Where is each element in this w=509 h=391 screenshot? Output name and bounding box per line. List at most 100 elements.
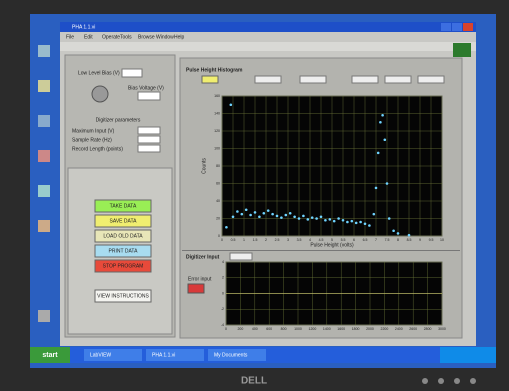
data-point	[392, 229, 395, 232]
x-tick-label: 1200	[309, 327, 317, 331]
data-point	[397, 232, 400, 235]
button-label: VIEW INSTRUCTIONS	[97, 293, 149, 299]
menu-item[interactable]: Edit	[84, 34, 93, 40]
toolbar	[60, 42, 476, 51]
x-tick-label: 6.5	[363, 238, 368, 242]
y-tick-label: 0	[218, 234, 220, 238]
bias-input[interactable]	[122, 69, 142, 77]
param-input[interactable]	[138, 127, 160, 134]
data-point	[254, 211, 257, 214]
maximize-button[interactable]	[452, 23, 462, 31]
data-point	[388, 217, 391, 220]
x-tick-label: 600	[266, 327, 272, 331]
clear-button[interactable]	[202, 76, 218, 83]
data-point	[276, 215, 279, 218]
x-tick-label: 7.5	[385, 238, 390, 242]
data-point	[230, 103, 233, 106]
knob-display[interactable]	[138, 92, 160, 100]
y-tick-label: 160	[214, 94, 220, 98]
brand-logo: DELL	[241, 376, 267, 387]
x-tick-label: 5.5	[341, 238, 346, 242]
menu-item[interactable]: Help	[174, 34, 185, 40]
bias-knob[interactable]	[92, 86, 108, 102]
param-input[interactable]	[138, 145, 160, 152]
x-tick-label: 1	[243, 238, 245, 242]
data-point	[377, 152, 380, 155]
minimize-button[interactable]	[441, 23, 451, 31]
task-label: PHA 1.1.vi	[152, 352, 175, 358]
menu-item[interactable]: Browse	[138, 34, 155, 40]
numeric-field[interactable]	[385, 76, 411, 83]
digitizer-title: Digitizer Input	[186, 254, 220, 260]
data-point	[381, 114, 384, 117]
record-field[interactable]	[230, 253, 252, 260]
y-axis-label: Counts	[201, 158, 207, 174]
data-point	[315, 217, 318, 220]
button-label: SAVE DATA	[110, 218, 138, 224]
numeric-field[interactable]	[255, 76, 281, 83]
close-button[interactable]	[463, 23, 473, 31]
menu-item[interactable]: Window	[156, 34, 174, 40]
x-tick-label: 0.5	[231, 238, 236, 242]
button-label: TAKE DATA	[110, 203, 137, 209]
data-point	[285, 214, 288, 217]
y-tick-label: 40	[216, 199, 220, 203]
numeric-field[interactable]	[300, 76, 326, 83]
data-point	[263, 212, 266, 215]
y-tick-label: -2	[221, 307, 224, 311]
data-point	[373, 213, 376, 216]
data-point	[386, 182, 389, 185]
screenshot: PHA 1.1.vi File Edit OperateTools BrowseWin…	[0, 0, 509, 391]
data-point	[307, 218, 310, 221]
param-label: Sample Rate (Hz)	[72, 137, 112, 143]
data-point	[320, 215, 323, 218]
data-point	[346, 221, 349, 224]
data-point	[359, 221, 362, 224]
data-point	[236, 210, 239, 213]
vi-icon	[453, 43, 471, 57]
window-title: PHA 1.1.vi	[72, 24, 95, 30]
y-tick-label: 4	[222, 260, 224, 264]
title-bar	[60, 22, 476, 32]
x-tick-label: 3.5	[297, 238, 302, 242]
data-point	[249, 214, 252, 217]
data-point	[280, 216, 283, 219]
data-point	[375, 187, 378, 190]
x-tick-label: 8	[397, 238, 399, 242]
numeric-field[interactable]	[352, 76, 378, 83]
data-point	[293, 215, 296, 218]
x-tick-label: 2000	[366, 327, 374, 331]
x-tick-label: 10	[440, 238, 444, 242]
param-input[interactable]	[138, 136, 160, 143]
x-tick-label: 2800	[424, 327, 432, 331]
x-tick-label: 4.5	[319, 238, 324, 242]
x-tick-label: 6	[353, 238, 355, 242]
error-label: Error input	[188, 276, 212, 282]
x-tick-label: 0	[225, 327, 227, 331]
button-label: LOAD OLD DATA	[103, 233, 143, 239]
x-tick-label: 5	[331, 238, 333, 242]
x-tick-label: 800	[281, 327, 287, 331]
x-tick-label: 200	[237, 327, 243, 331]
menu-bar: File Edit OperateTools BrowseWindowHelp	[66, 34, 185, 40]
data-point	[232, 215, 235, 218]
data-point	[408, 234, 411, 237]
x-tick-label: 7	[375, 238, 377, 242]
error-indicator	[188, 284, 204, 293]
data-point	[364, 222, 367, 225]
data-point	[298, 217, 301, 220]
numeric-field[interactable]	[418, 76, 444, 83]
y-tick-label: 140	[214, 111, 220, 115]
task-label: My Documents	[214, 352, 248, 358]
x-tick-label: 1.5	[253, 238, 258, 242]
param-label: Record Length (points)	[72, 146, 123, 152]
menu-item[interactable]: Operate	[102, 34, 120, 40]
menu-item[interactable]: File	[66, 34, 74, 40]
menu-item[interactable]: Tools	[120, 34, 132, 40]
x-tick-label: 8.5	[407, 238, 412, 242]
x-tick-label: 400	[252, 327, 258, 331]
data-point	[342, 219, 345, 222]
data-point	[351, 220, 354, 223]
x-tick-label: 2.5	[275, 238, 280, 242]
knob-label: Bias Voltage (V)	[128, 85, 164, 91]
